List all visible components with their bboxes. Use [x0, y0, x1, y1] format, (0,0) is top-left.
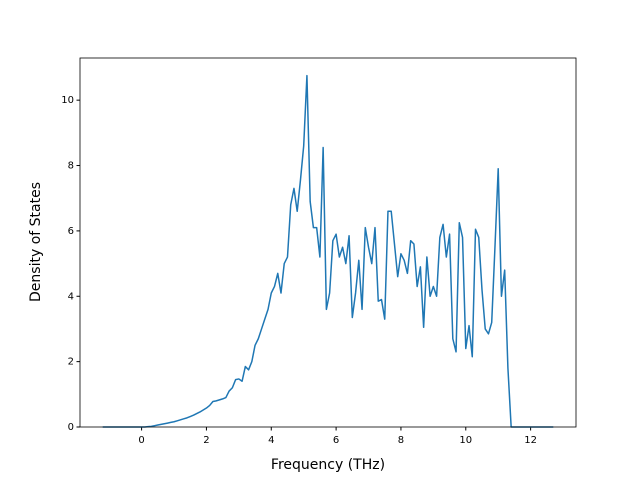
x-tick-label: 4	[268, 435, 274, 446]
x-tick-label: 2	[203, 435, 209, 446]
y-tick-label: 4	[68, 291, 74, 302]
data-line	[102, 74, 554, 428]
y-tick-label: 0	[68, 422, 74, 433]
x-tick-label: 10	[459, 435, 472, 446]
y-axis-label: Density of States	[28, 182, 44, 302]
y-tick-label: 10	[61, 95, 74, 106]
plot-frame	[79, 57, 577, 428]
x-tick-label: 6	[333, 435, 339, 446]
y-tick-label: 8	[68, 161, 74, 172]
x-tick-label: 0	[138, 435, 144, 446]
y-tick-label: 2	[68, 357, 74, 368]
x-tick-label: 12	[524, 435, 537, 446]
x-axis-label: Frequency (THz)	[271, 457, 385, 473]
y-tick-label: 6	[68, 226, 74, 237]
x-tick-label: 8	[398, 435, 404, 446]
